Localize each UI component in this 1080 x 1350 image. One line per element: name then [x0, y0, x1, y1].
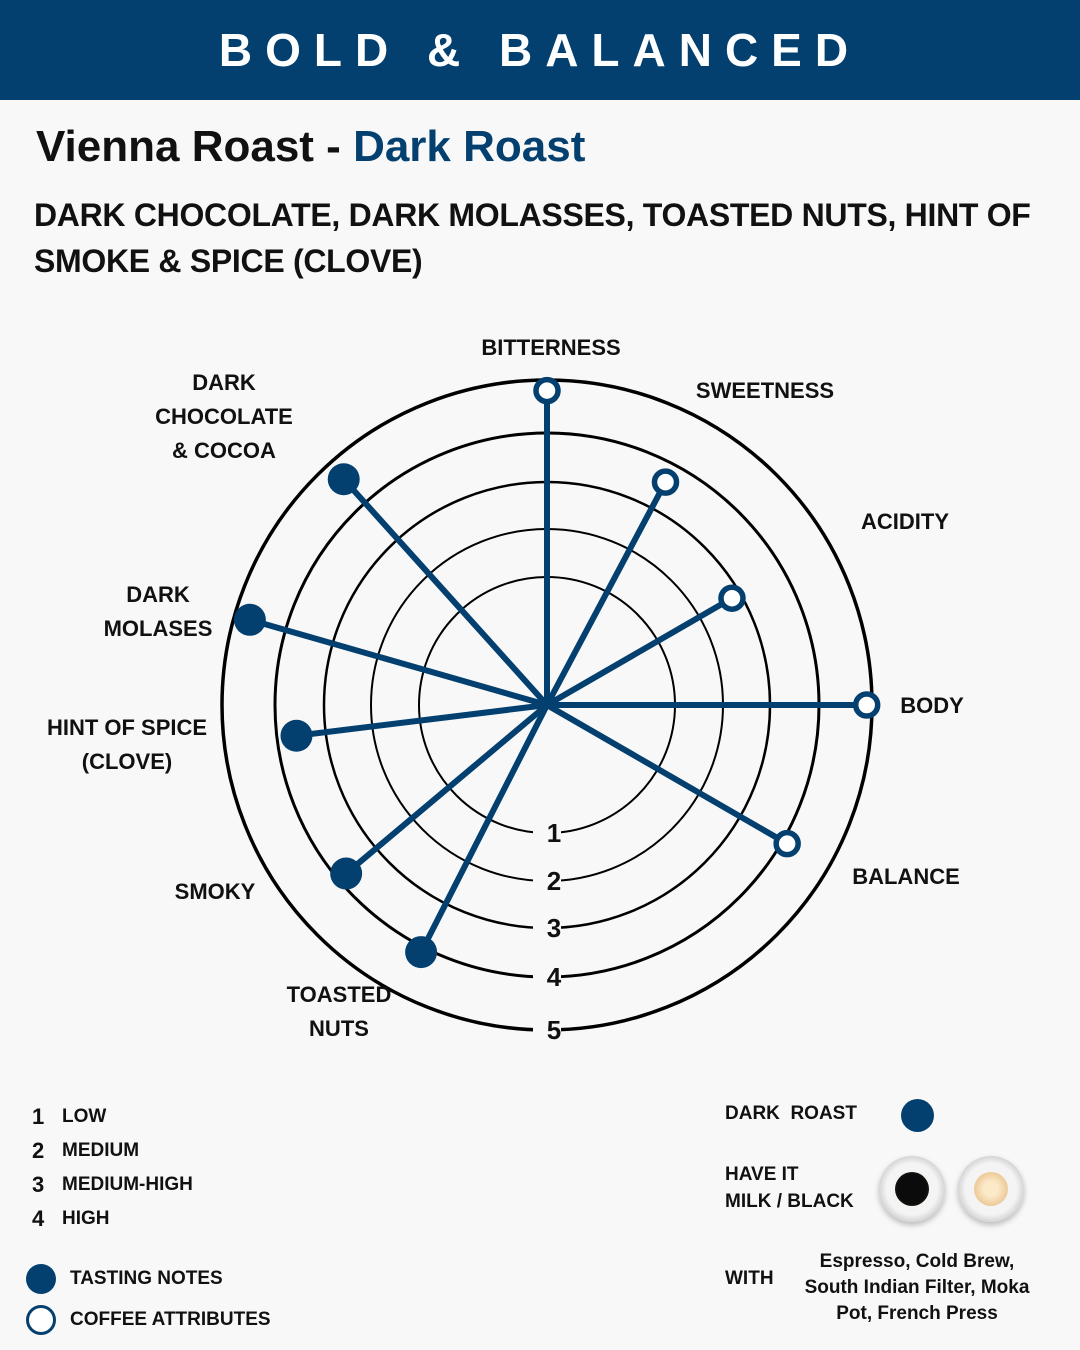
tick-label: 4 — [547, 962, 562, 992]
tick-label: 3 — [547, 913, 561, 943]
tick-label-bg — [533, 912, 561, 944]
scale-text: HIGH — [62, 1208, 110, 1229]
roast-label: DARK ROAST — [725, 1103, 857, 1124]
tasting-note-marker — [280, 719, 313, 752]
tick-label-bg — [533, 865, 561, 897]
attribute-marker — [852, 691, 881, 719]
axis-label: SMOKY — [175, 879, 256, 904]
marker-legend: TASTING NOTES COFFEE ATTRIBUTES — [26, 1258, 271, 1340]
attribute-marker — [773, 829, 801, 858]
tick-label-bg — [533, 961, 561, 993]
radar-spoke — [544, 702, 791, 847]
axis-label: TOASTED NUTS — [287, 982, 392, 1041]
scale-number: 3 — [32, 1172, 45, 1197]
header-banner: BOLD & BALANCED — [0, 0, 1080, 100]
tasting-note-marker — [233, 603, 266, 636]
page-title: Vienna Roast - Dark Roast — [36, 122, 585, 172]
legend-label: TASTING NOTES — [70, 1267, 223, 1289]
axis-label: BITTERNESS — [481, 335, 620, 360]
tick-label-bg — [533, 817, 561, 849]
tasting-note-marker — [330, 857, 363, 890]
have-it-line1: HAVE IT — [725, 1164, 799, 1185]
legend-coffee-attributes: COFFEE ATTRIBUTES — [26, 1299, 271, 1340]
axis-label: ACIDITY — [861, 509, 949, 534]
radar-chart: 1 2 3 4 5 BITTERNESS SWEETNESS ACIDITY BODY BALAN… — [47, 335, 964, 1046]
legend-tasting-notes: TASTING NOTES — [26, 1258, 271, 1299]
scale-legend-row: 1 LOW — [32, 1100, 193, 1134]
tick-label: 1 — [547, 818, 561, 848]
tasting-notes-subtitle: DARK CHOCOLATE, DARK MOLASSES, TOASTED N… — [34, 197, 1031, 279]
scale-legend-row: 4 HIGH — [32, 1202, 193, 1236]
scale-legend-row: 3 MEDIUM-HIGH — [32, 1168, 193, 1202]
scale-text: MEDIUM-HIGH — [62, 1174, 193, 1195]
with-label: WITH — [725, 1268, 774, 1289]
roast-type: Dark Roast — [353, 122, 586, 171]
attribute-marker — [651, 468, 680, 496]
title-separator: - — [313, 122, 354, 171]
tick-label-bg — [533, 1014, 561, 1046]
axis-label: DARK MOLASES — [104, 582, 213, 641]
black-coffee-cup-icon — [879, 1156, 945, 1222]
tick-label: 5 — [547, 1015, 561, 1045]
attribute-marker — [533, 376, 561, 405]
legend-label: COFFEE ATTRIBUTES — [70, 1308, 271, 1330]
roast-color-dot-icon — [901, 1099, 934, 1132]
axis-label: BALANCE — [852, 864, 960, 889]
scale-number: 1 — [32, 1104, 45, 1129]
radar-spoke — [343, 702, 550, 877]
scale-text: MEDIUM — [62, 1140, 140, 1161]
radar-spoke — [544, 479, 669, 708]
axis-label: BODY — [900, 693, 964, 718]
tick-label: 2 — [547, 866, 561, 896]
scale-number: 2 — [32, 1138, 45, 1163]
brew-methods: Espresso, Cold Brew, South Indian Filter… — [804, 1251, 1030, 1324]
filled-dot-icon — [26, 1263, 56, 1294]
radar-spoke — [418, 702, 550, 956]
scale-text: LOW — [62, 1106, 107, 1127]
tasting-note-marker — [327, 463, 360, 496]
scale-legend: 1 LOW 2 MEDIUM 3 MEDIUM-HIGH 4 HIGH — [32, 1100, 193, 1236]
milk-coffee-cup-icon — [958, 1156, 1024, 1222]
axis-label: SWEETNESS — [696, 378, 834, 403]
scale-legend-row: 2 MEDIUM — [32, 1134, 193, 1168]
axis-label: HINT OF SPICE (CLOVE) — [47, 715, 207, 774]
radar-spoke — [246, 616, 550, 708]
radar-spoke — [340, 476, 550, 708]
radar-spoke — [293, 702, 550, 739]
have-it-line2: MILK / BLACK — [725, 1191, 854, 1212]
tasting-note-marker — [405, 936, 438, 969]
radar-spoke — [544, 595, 735, 708]
attribute-marker — [718, 584, 746, 612]
scale-number: 4 — [32, 1206, 45, 1231]
coffee-name: Vienna Roast — [36, 122, 314, 171]
axis-label: DARK CHOCOLATE & COCOA — [155, 370, 293, 463]
hollow-dot-icon — [26, 1304, 56, 1335]
